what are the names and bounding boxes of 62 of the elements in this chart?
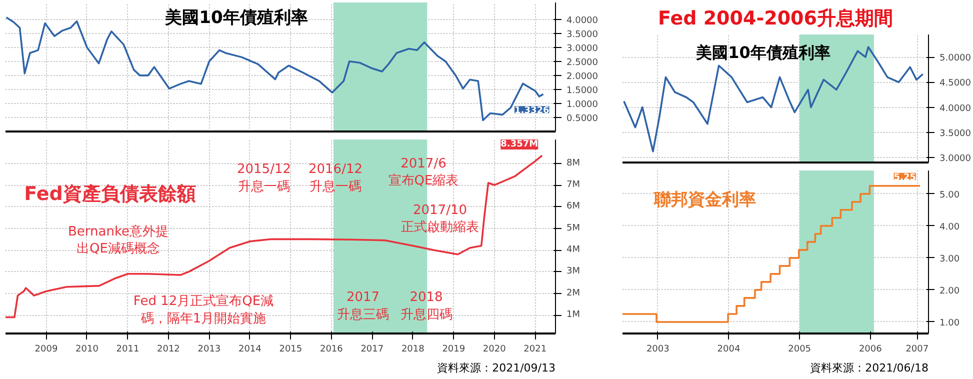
- x-tick-label: 2003: [646, 344, 670, 354]
- annotation: 2015/12 升息一碼: [236, 162, 292, 194]
- x-tick-label: 2010: [76, 344, 99, 354]
- source-note: 資料來源：2021/06/18: [810, 362, 929, 374]
- text: Fed資產負債表餘額: [24, 182, 196, 205]
- x-tick-label: 2007: [906, 344, 929, 354]
- annotation: 8.357M: [500, 140, 538, 150]
- x-tick-label: 2013: [198, 344, 221, 354]
- chart-title: Fed 2004-2006升息期間: [658, 8, 893, 30]
- y-tick-label: 5.00: [940, 190, 960, 200]
- y-tick-label: 8M: [566, 158, 580, 168]
- y-tick-label: 1.5000: [566, 86, 598, 96]
- annotation: 2018 升息四碼: [400, 290, 452, 322]
- x-tick-label: 2021: [524, 344, 547, 354]
- y-tick-label: 3.0000: [566, 44, 598, 54]
- text: 美國10年債殖利率: [695, 42, 830, 62]
- x-tick-label: 2020: [482, 344, 506, 354]
- x-tick-label: 2014: [238, 344, 262, 354]
- y-tick-label: 3M: [566, 266, 580, 277]
- x-tick-label: 2011: [116, 344, 140, 354]
- y-tick-label: 1M: [566, 310, 580, 320]
- annotation: 2017/6 宣布QE縮表: [388, 156, 459, 189]
- y-tick-label: 1.0000: [566, 100, 598, 110]
- y-tick-label: 7M: [566, 180, 580, 190]
- x-tick-label: 2012: [157, 344, 180, 354]
- y-tick-label: 4.00: [940, 222, 960, 232]
- y-tick-label: 4.0000: [566, 16, 598, 26]
- y-tick-label: 6M: [566, 202, 580, 212]
- y-tick-label: 4.0000: [940, 104, 972, 114]
- annotation: 2016/12 升息一碼: [308, 162, 363, 194]
- annotation: 2017 升息三碼: [337, 290, 389, 322]
- y-tick-label: 2.00: [940, 286, 960, 296]
- y-tick-label: 3.5000: [566, 30, 598, 40]
- x-tick-label: 2004: [717, 344, 740, 354]
- x-tick-label: 2019: [442, 344, 466, 354]
- x-tick-label: 2018: [401, 344, 425, 354]
- line-series: [623, 46, 924, 152]
- x-tick-label: 2005: [788, 344, 812, 354]
- x-tick-label: 2006: [858, 344, 882, 354]
- y-tick-label: 4M: [566, 245, 580, 256]
- y-tick-label: 4.5000: [940, 78, 972, 89]
- y-tick-label: 2M: [566, 288, 580, 298]
- y-tick-label: 5.0000: [940, 54, 972, 64]
- source-note: 資料來源：2021/09/13: [437, 362, 556, 374]
- y-tick-label: 3.0000: [940, 154, 972, 164]
- chart-title: 美國10年債殖利率: [164, 8, 308, 28]
- annotation: Fed 12月正式宣布QE減碼，隔年1月開始實施: [133, 293, 274, 326]
- x-tick-label: 2016: [320, 344, 344, 354]
- annotation: 5.25: [894, 172, 916, 183]
- annotation: 2017/10 正式啟動縮表: [401, 202, 479, 236]
- x-tick-label: 2009: [34, 344, 58, 354]
- y-tick-label: 3.00: [940, 254, 960, 264]
- y-tick-label: 0.5000: [566, 114, 598, 124]
- y-tick-label: 5M: [566, 223, 580, 234]
- x-tick-label: 2015: [279, 344, 302, 354]
- annotation: Bernanke意外提出QE減碼概念: [68, 224, 169, 257]
- y-tick-label: 1.00: [940, 318, 960, 328]
- x-tick-label: 2017: [360, 344, 384, 354]
- y-tick-label: 2.5000: [566, 58, 598, 68]
- text: 聯邦資金利率: [653, 190, 756, 210]
- y-tick-label: 3.5000: [940, 128, 972, 139]
- y-tick-label: 2.0000: [566, 72, 598, 82]
